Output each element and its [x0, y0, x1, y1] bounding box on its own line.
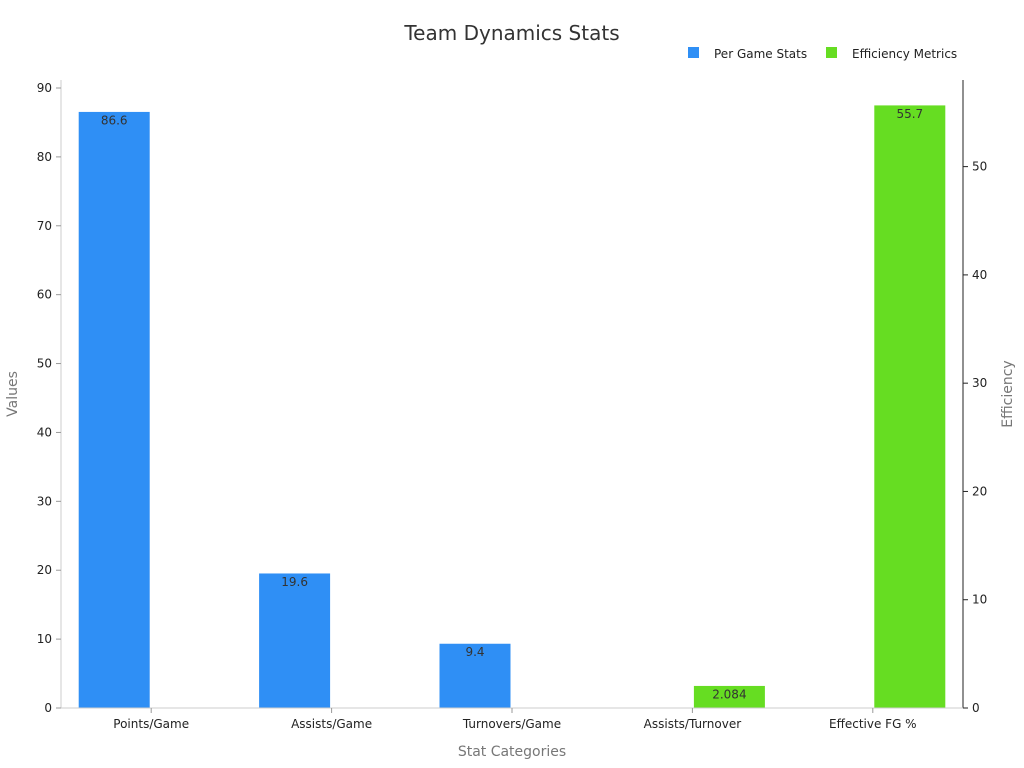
bar	[873, 104, 947, 709]
right-tick-label: 40	[972, 268, 987, 282]
x-tick-label: Assists/Turnover	[644, 717, 742, 731]
bar-value-label: 2.084	[712, 687, 746, 701]
left-tick-label: 60	[37, 288, 52, 302]
left-tick-label: 80	[37, 150, 52, 164]
left-tick-label: 70	[37, 219, 52, 233]
left-tick-label: 90	[37, 81, 52, 95]
left-tick-label: 30	[37, 494, 52, 508]
left-tick-label: 50	[37, 357, 52, 371]
bar	[438, 642, 512, 709]
bar	[258, 572, 332, 709]
bars: 86.6 19.6 9.4 2.084 55.7	[77, 104, 947, 709]
right-tick-label: 30	[972, 376, 987, 390]
x-tick-label: Turnovers/Game	[462, 717, 561, 731]
x-axis: Points/Game Assists/Game Turnovers/Game Ass…	[61, 707, 963, 731]
x-axis-title: Stat Categories	[458, 744, 566, 760]
legend-swatch	[826, 47, 837, 58]
right-y-axis: 0 10 20 30 40 50	[962, 80, 987, 715]
left-tick-label: 20	[37, 563, 52, 577]
x-tick-label: Points/Game	[113, 717, 189, 731]
right-tick-label: 20	[972, 484, 987, 498]
left-tick-label: 0	[44, 701, 52, 715]
right-tick-label: 10	[972, 593, 987, 607]
y-axis-title: Values	[5, 371, 21, 417]
right-tick-label: 50	[972, 160, 987, 174]
left-tick-label: 10	[37, 632, 52, 646]
left-y-axis: 0 10 20 30 40 50 60 70 80 90	[37, 80, 62, 715]
legend-label: Efficiency Metrics	[852, 47, 957, 61]
left-tick-label: 40	[37, 425, 52, 439]
legend-swatch	[688, 47, 699, 58]
x-tick-label: Assists/Game	[291, 717, 372, 731]
right-tick-label: 0	[972, 701, 980, 715]
bar-value-label: 9.4	[465, 645, 484, 659]
bar-value-label: 86.6	[101, 113, 128, 127]
y2-axis-title: Efficiency	[1000, 360, 1016, 427]
legend-label: Per Game Stats	[714, 47, 807, 61]
x-tick-label: Effective FG %	[829, 717, 917, 731]
bar-value-label: 55.7	[896, 107, 923, 121]
bar-value-label: 19.6	[281, 575, 308, 589]
chart-title: Team Dynamics Stats	[403, 21, 619, 45]
bar	[77, 110, 151, 709]
legend: Per Game Stats Efficiency Metrics	[688, 47, 957, 61]
